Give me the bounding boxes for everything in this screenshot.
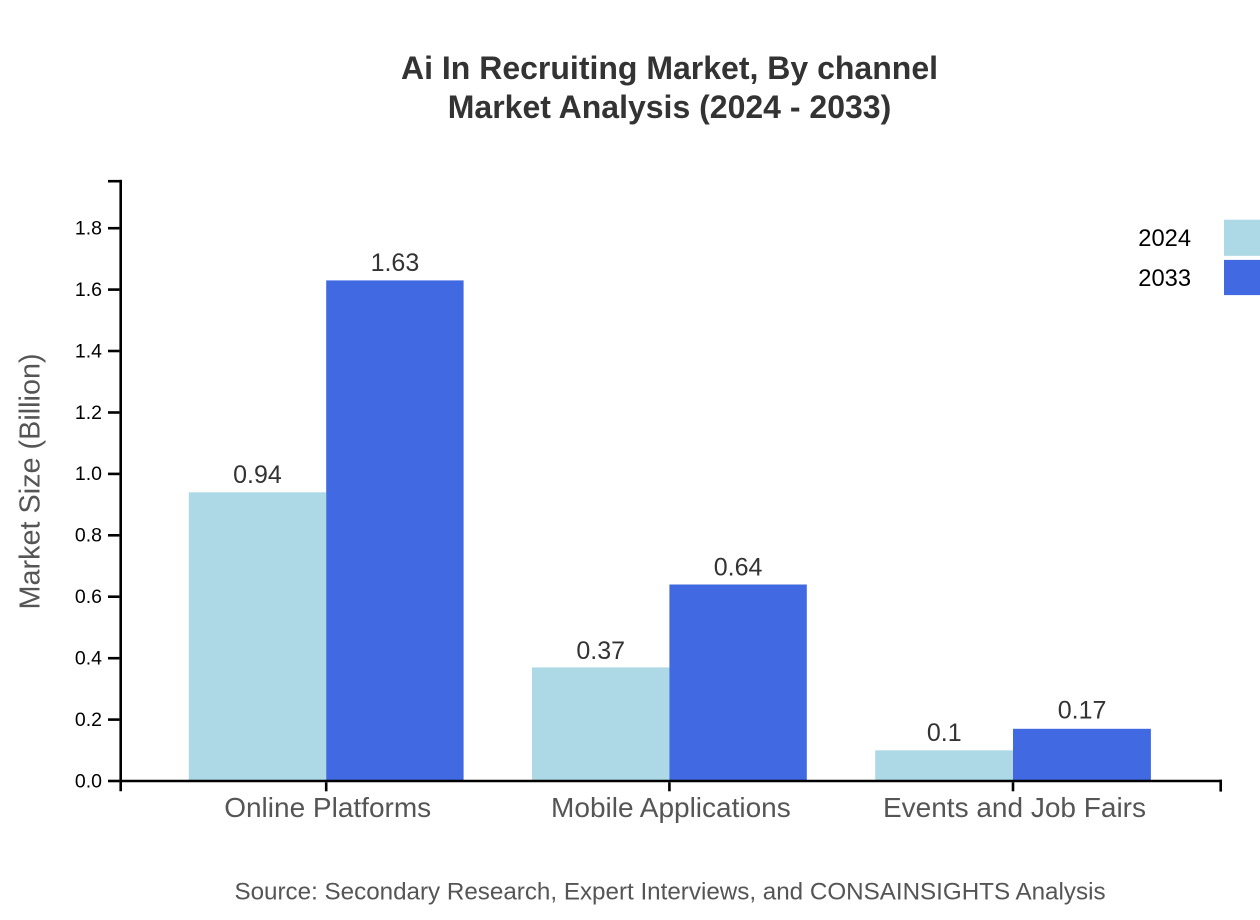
- svg-text:1.2: 1.2: [75, 402, 102, 424]
- svg-text:0.8: 0.8: [75, 525, 102, 547]
- svg-text:2033: 2033: [1138, 266, 1191, 292]
- svg-text:Mobile Applications: Mobile Applications: [551, 792, 791, 823]
- svg-text:1.4: 1.4: [75, 340, 102, 362]
- svg-text:Market Analysis (2024 - 2033): Market Analysis (2024 - 2033): [448, 89, 892, 125]
- svg-text:0.64: 0.64: [714, 553, 763, 581]
- svg-text:1.6: 1.6: [75, 279, 102, 301]
- svg-text:1.63: 1.63: [371, 249, 420, 277]
- svg-text:0.1: 0.1: [927, 719, 962, 747]
- svg-text:Ai In Recruiting Market, By ch: Ai In Recruiting Market, By channel: [401, 50, 938, 86]
- svg-text:0.2: 0.2: [75, 709, 102, 731]
- svg-text:Online Platforms: Online Platforms: [224, 792, 431, 823]
- svg-text:0.6: 0.6: [75, 586, 102, 608]
- svg-text:0.94: 0.94: [233, 461, 282, 489]
- svg-text:2024: 2024: [1138, 226, 1191, 252]
- svg-text:0.4: 0.4: [75, 648, 102, 670]
- svg-text:1.0: 1.0: [75, 463, 102, 485]
- svg-text:1.8: 1.8: [75, 218, 102, 240]
- svg-text:Source: Secondary Research, Ex: Source: Secondary Research, Expert Inter…: [234, 879, 1105, 906]
- svg-text:0.0: 0.0: [75, 770, 102, 792]
- svg-text:Market Size (Billion): Market Size (Billion): [15, 353, 47, 609]
- svg-text:0.17: 0.17: [1058, 697, 1107, 725]
- svg-text:0.37: 0.37: [576, 637, 625, 665]
- svg-text:Events and Job Fairs: Events and Job Fairs: [883, 792, 1146, 823]
